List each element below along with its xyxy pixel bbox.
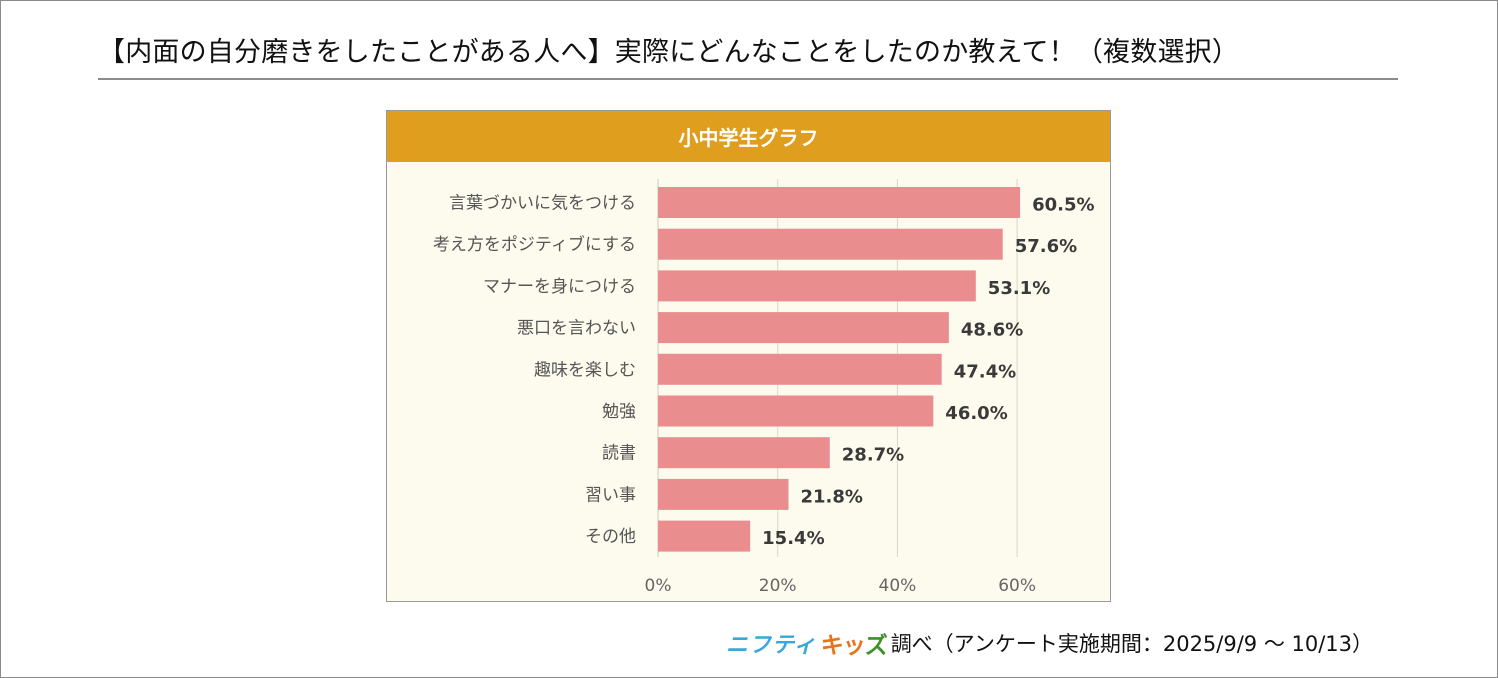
value-label: 48.6% bbox=[961, 320, 1023, 341]
category-label: 読書 bbox=[602, 444, 636, 464]
value-label: 46.0% bbox=[945, 403, 1007, 424]
value-label: 47.4% bbox=[954, 361, 1016, 382]
bar bbox=[658, 228, 1003, 260]
category-label: 悪口を言わない bbox=[517, 319, 636, 339]
category-label: 趣味を楽しむ bbox=[534, 360, 636, 380]
bar bbox=[658, 312, 949, 344]
logo-kids-char: ッ bbox=[842, 633, 866, 660]
logo-nifty-text: ニフティ bbox=[726, 633, 817, 658]
nifty-kids-logo: ニフティ キッズ bbox=[726, 626, 888, 660]
x-tick-label: 0% bbox=[645, 576, 672, 596]
logo-kids-char: ズ bbox=[864, 633, 888, 660]
category-label: その他 bbox=[585, 527, 636, 547]
chart-header: 小中学生グラフ bbox=[387, 111, 1110, 162]
value-label: 28.7% bbox=[842, 445, 904, 466]
x-axis-tick-labels: 0% 20% 40% 60% bbox=[645, 576, 1036, 596]
value-label: 57.6% bbox=[1015, 236, 1077, 257]
footer-credit: ニフティ キッズ 調べ（アンケート実施期間：2025/9/9 ～ 10/13） bbox=[726, 626, 1373, 660]
category-label: 言葉づかいに気をつける bbox=[449, 194, 636, 214]
value-label: 21.8% bbox=[800, 486, 862, 507]
logo-kids-char: キ bbox=[820, 633, 844, 660]
category-label: 習い事 bbox=[585, 485, 636, 505]
x-tick-label: 60% bbox=[998, 576, 1036, 596]
bar bbox=[658, 353, 942, 385]
x-tick-label: 20% bbox=[759, 576, 797, 596]
category-labels: 言葉づかいに気をつける考え方をポジティブにするマナーを身につける悪口を言わない趣… bbox=[433, 194, 636, 548]
bars bbox=[658, 187, 1021, 552]
value-label: 60.5% bbox=[1032, 195, 1094, 216]
bar bbox=[658, 437, 830, 469]
chart-panel: 小中学生グラフ 言葉づかいに気をつける考え方をポジティブにするマナーを身につける… bbox=[386, 110, 1111, 602]
value-label: 53.1% bbox=[988, 278, 1050, 299]
value-labels: 60.5% 57.6% 53.1% 48.6% 47.4% 46.0% 28.7% 21.8%… bbox=[762, 195, 1094, 550]
bar bbox=[658, 270, 976, 302]
page-title: 【内面の自分磨きをしたことがある人へ】実際にどんなことをしたのか教えて！（複数選… bbox=[98, 37, 1240, 68]
bar bbox=[658, 187, 1021, 218]
title-divider bbox=[98, 78, 1398, 80]
bar bbox=[658, 478, 789, 510]
chart-title: 小中学生グラフ bbox=[678, 126, 819, 150]
bar bbox=[658, 395, 934, 427]
value-label: 15.4% bbox=[762, 528, 824, 549]
survey-period-text: 調べ（アンケート実施期間：2025/9/9 ～ 10/13） bbox=[890, 632, 1374, 656]
category-label: マナーを身につける bbox=[483, 277, 636, 297]
bar bbox=[658, 520, 751, 552]
logo-kids-text: キッズ bbox=[820, 626, 888, 660]
x-tick-label: 40% bbox=[879, 576, 917, 596]
category-label: 勉強 bbox=[602, 402, 636, 422]
category-label: 考え方をポジティブにする bbox=[433, 234, 636, 255]
bar-chart: 言葉づかいに気をつける考え方をポジティブにするマナーを身につける悪口を言わない趣… bbox=[433, 179, 1095, 596]
